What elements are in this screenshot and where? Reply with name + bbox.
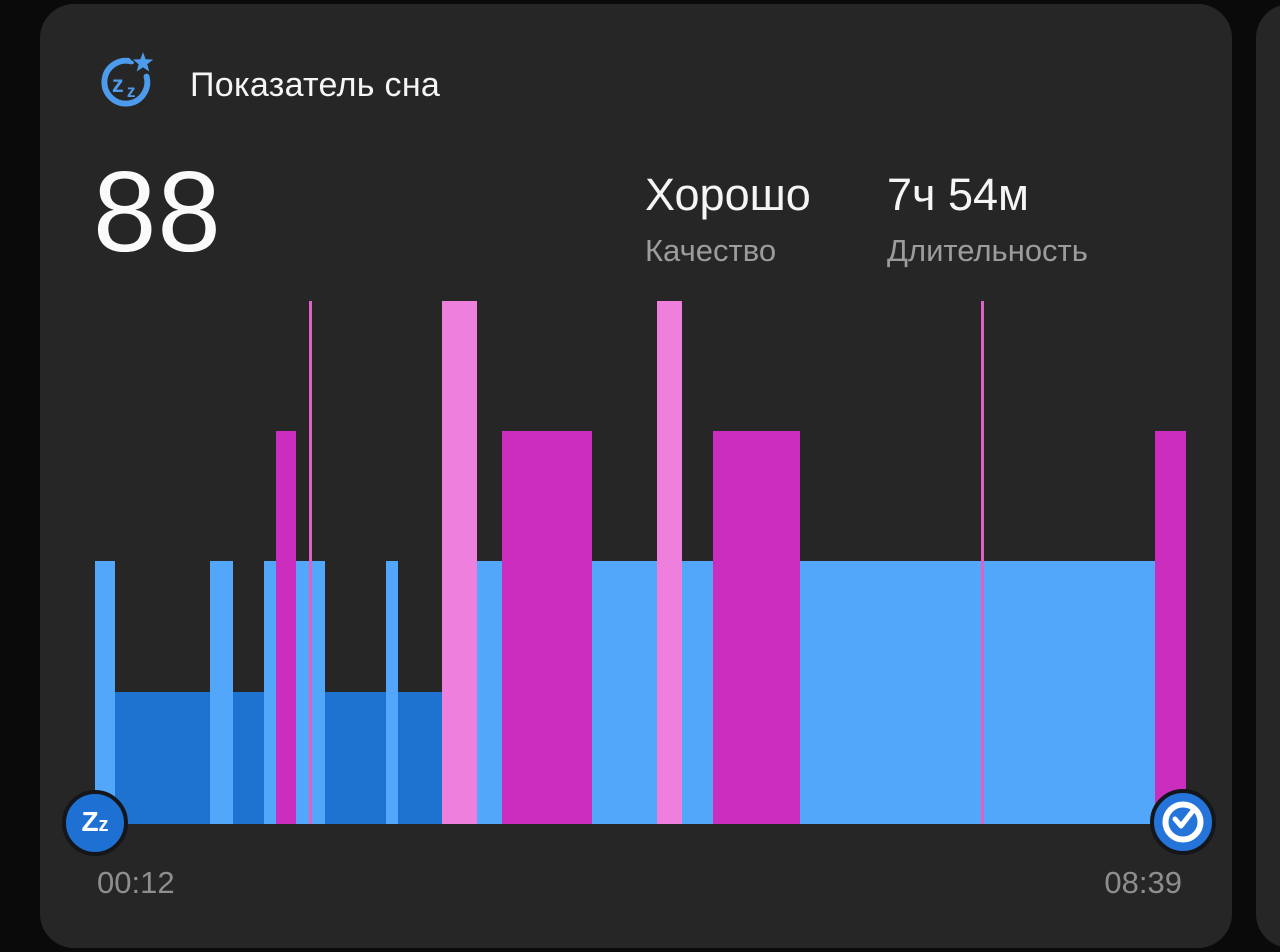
sleep-score-zz-star-icon: z z [101,50,157,107]
sleep-segment-awake [442,301,477,824]
sleep-segment-awake_brief [981,301,984,824]
sleep-segment-light [95,560,115,824]
sleep-segment-light [682,560,713,824]
duration-value: 7ч 54м [887,169,1029,220]
wake-time-clock-icon [1150,789,1216,855]
axis-start-time: 00:12 [97,865,175,900]
sleep-segment-rem [713,431,800,824]
sleep-segment-deep [325,692,386,824]
sleep-segment-light [296,560,309,824]
sleep-segment-awake [657,301,682,824]
sleep-segment-rem [276,431,296,824]
quality-label: Качество [645,233,777,268]
svg-text:z: z [127,81,136,101]
sleep-segment-light [984,560,1155,824]
sleep-start-zz-icon: Zz [62,790,128,856]
sleep-segment-light [312,560,325,824]
sleep-segment-light [210,560,233,824]
sleep-segment-deep [398,692,442,824]
sleep-score-card[interactable]: z z Показатель сна 88 Хорошо Качество 7ч… [40,4,1232,948]
sleep-segment-deep [233,692,264,824]
sleep-segment-light [800,560,981,824]
sleep-score-value: 88 [93,149,222,276]
quality-value: Хорошо [645,169,811,220]
axis-end-time: 08:39 [1104,865,1182,900]
zz-glyph: Zz [81,806,109,837]
sleep-segment-light [264,560,276,824]
sleep-segment-light [386,560,398,824]
sleep-segment-rem [1155,431,1186,824]
sleep-segment-deep [115,692,210,824]
sleep-segment-rem [502,431,592,824]
sleep-segment-awake_brief [309,301,312,824]
svg-text:z: z [112,71,124,97]
sleep-segment-light [592,560,657,824]
sleep-hypnogram [95,301,1186,824]
duration-label: Длительность [887,233,1088,268]
clock-glyph [1162,801,1204,843]
sleep-segment-light [477,560,502,824]
next-card-edge[interactable] [1256,4,1280,948]
card-title: Показатель сна [190,66,441,104]
